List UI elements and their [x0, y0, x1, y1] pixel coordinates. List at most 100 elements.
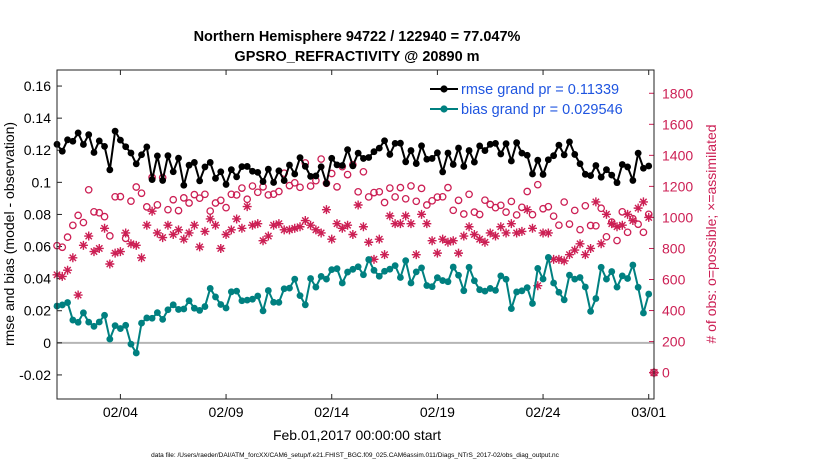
possible-obs-marker — [79, 218, 88, 227]
possible-obs-marker — [570, 206, 579, 215]
rmse-point — [640, 164, 647, 172]
assimilated-obs-marker — [454, 248, 464, 258]
assimilated-obs-marker — [263, 231, 273, 241]
assimilated-obs-marker — [374, 234, 384, 244]
rmse-point — [428, 155, 436, 162]
possible-obs-marker — [565, 220, 574, 228]
bias-point — [566, 271, 573, 279]
rmse-point — [444, 149, 452, 157]
rmse-point — [148, 176, 156, 184]
rmse-point — [397, 139, 404, 147]
bias-point — [460, 287, 468, 295]
bias-point — [90, 322, 98, 330]
y-tick-label-left: 0.14 — [24, 110, 51, 126]
rmse-point — [608, 171, 616, 179]
bias-point — [159, 315, 167, 323]
bias-point — [280, 285, 288, 293]
possible-obs-marker — [100, 212, 109, 221]
assimilated-obs-marker — [126, 239, 136, 249]
rmse-point — [153, 152, 161, 160]
assimilated-obs-marker — [527, 223, 537, 233]
assimilated-obs-marker — [78, 240, 88, 250]
assimilated-obs-marker — [575, 239, 585, 249]
possible-obs-marker — [153, 201, 162, 209]
possible-obs-marker — [174, 206, 183, 215]
possible-obs-marker — [544, 202, 553, 211]
bias-point — [243, 296, 251, 304]
bias-point — [391, 262, 399, 270]
possible-obs-marker — [602, 232, 611, 241]
assimilated-obs-marker — [443, 237, 453, 247]
bias-point — [190, 304, 198, 312]
assimilated-obs-marker — [601, 209, 611, 219]
rmse-point — [106, 166, 114, 174]
assimilated-obs-marker — [168, 230, 178, 239]
bias-point — [148, 314, 156, 322]
bias-point — [312, 283, 320, 291]
rmse-point — [101, 142, 108, 150]
rmse-point — [243, 163, 251, 170]
assimilated-obs-marker — [121, 228, 131, 238]
bias-point — [370, 266, 378, 274]
possible-obs-marker — [454, 196, 463, 205]
rmse-point — [634, 149, 642, 157]
bias-point — [69, 316, 77, 324]
possible-obs-marker — [623, 228, 632, 237]
bias-point — [476, 286, 484, 294]
bias-point — [507, 305, 515, 313]
possible-obs-marker — [359, 167, 368, 176]
chart-title-line2: GPSRO_REFRACTIVITY @ 20890 m — [234, 49, 479, 65]
possible-obs-marker — [132, 183, 141, 191]
assimilated-obs-marker — [358, 222, 368, 232]
bias-point — [581, 283, 589, 291]
rmse-point — [576, 160, 584, 168]
possible-obs-marker — [333, 183, 341, 191]
rmse-point — [222, 181, 230, 188]
assimilated-obs-marker — [638, 197, 648, 207]
bias-point — [180, 305, 188, 313]
possible-obs-marker — [232, 191, 241, 199]
possible-obs-marker — [555, 221, 563, 230]
rmse-point — [95, 137, 103, 145]
assimilated-obs-marker — [258, 236, 268, 246]
bias-point — [544, 254, 552, 261]
bias-point — [328, 266, 336, 274]
assimilated-obs-marker — [538, 228, 548, 238]
assimilated-obs-marker — [496, 222, 506, 232]
rmse-point — [550, 152, 558, 160]
possible-obs-marker — [475, 210, 484, 219]
bias-point — [227, 288, 235, 296]
assimilated-obs-marker — [580, 250, 590, 260]
bias-point — [296, 292, 304, 300]
rmse-point — [518, 149, 526, 157]
assimilated-obs-marker — [179, 234, 189, 244]
bias-point — [529, 300, 536, 307]
assimilated-obs-marker — [94, 243, 104, 253]
assimilated-obs-marker — [221, 230, 231, 239]
rmse-point — [624, 163, 631, 171]
bias-point — [206, 285, 214, 292]
y-tick-label-right: 0 — [662, 365, 670, 381]
y-tick-label-left: 0.12 — [24, 142, 51, 158]
assimilated-obs-marker — [163, 220, 173, 230]
possible-obs-marker — [164, 205, 172, 214]
x-axis-label: Feb.01,2017 00:00:00 start — [273, 427, 441, 443]
possible-obs-marker — [190, 190, 199, 199]
assimilated-obs-marker — [137, 253, 147, 263]
rmse-point — [603, 166, 610, 174]
assimilated-obs-marker — [327, 234, 337, 244]
footnote: data file: /Users/raeder/DAI/ATM_forcXX/… — [151, 452, 560, 459]
possible-obs-marker — [185, 199, 193, 207]
assimilated-obs-marker — [385, 211, 395, 221]
assimilated-obs-marker — [633, 203, 643, 213]
rmse-point — [433, 149, 441, 157]
possible-obs-marker — [95, 208, 104, 217]
assimilated-obs-marker — [570, 245, 580, 255]
assimilated-obs-marker — [211, 220, 220, 230]
rmse-point — [481, 147, 489, 154]
assimilated-obs-marker — [390, 219, 400, 229]
bias-point — [249, 295, 256, 303]
possible-obs-marker — [507, 197, 516, 206]
assimilated-obs-marker — [100, 223, 110, 233]
assimilated-obs-marker — [533, 281, 543, 291]
